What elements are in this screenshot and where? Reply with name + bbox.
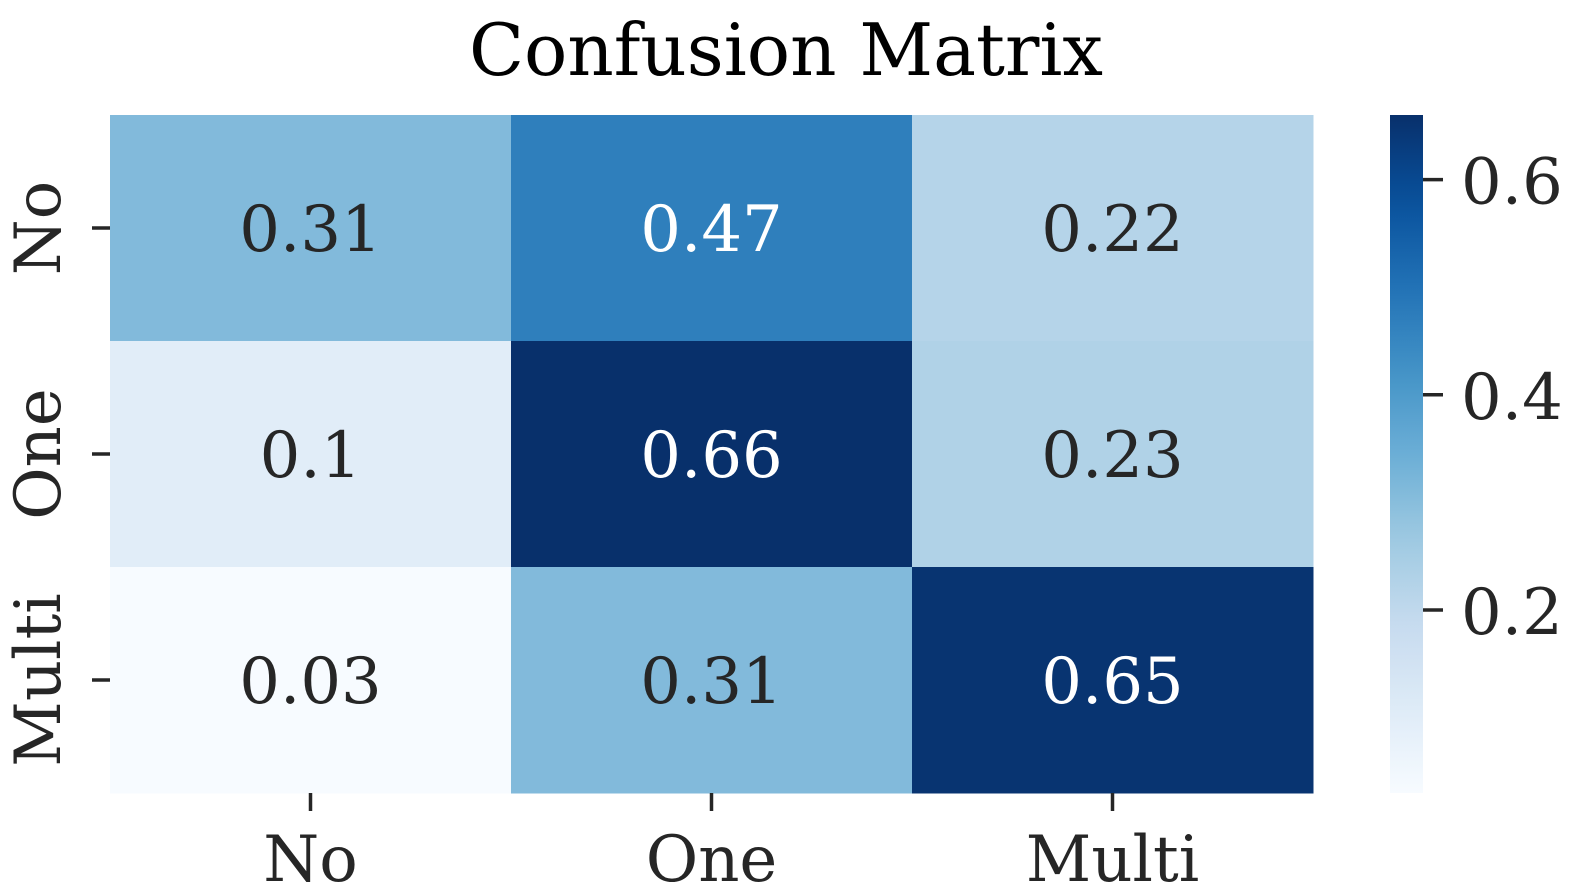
y-tick-label: One	[2, 388, 76, 520]
x-tick-label: Multi	[1026, 823, 1199, 888]
colorbar-tick-label: 0.6	[1461, 146, 1563, 220]
x-tick-label: No	[263, 823, 358, 888]
heatmap-cell	[110, 567, 512, 794]
x-axis: No One Multi	[263, 793, 1199, 888]
heatmap-cell	[511, 341, 913, 568]
heatmap-cell	[912, 341, 1314, 568]
heatmap-cell	[110, 341, 512, 568]
colorbar-gradient	[1390, 115, 1423, 793]
colorbar-tick-label: 0.4	[1461, 361, 1563, 435]
cell-value-labels: 0.31 0.47 0.22 0.1 0.66 0.23 0.03 0.31 0.65	[239, 193, 1184, 719]
heatmap-cell	[912, 115, 1314, 342]
heatmap-cell	[912, 567, 1314, 794]
y-tick-label: No	[2, 181, 76, 276]
x-tick-label: One	[646, 823, 778, 888]
chart-title: Confusion Matrix	[469, 8, 1103, 92]
heatmap-cell	[511, 115, 913, 342]
cell-value-label: 0.31	[239, 193, 382, 267]
heatmap-cell	[511, 567, 913, 794]
y-tick-label: Multi	[2, 593, 76, 766]
colorbar-tick-label: 0.2	[1461, 576, 1563, 650]
cell-value-label: 0.03	[239, 645, 382, 719]
y-axis: No One Multi	[2, 181, 110, 767]
cell-value-label: 0.22	[1041, 193, 1184, 267]
heatmap-cell	[110, 115, 512, 342]
cell-value-label: 0.1	[260, 419, 362, 493]
cell-value-label: 0.47	[640, 193, 783, 267]
cell-value-label: 0.31	[640, 645, 783, 719]
cell-value-label: 0.66	[640, 419, 783, 493]
cell-value-label: 0.65	[1041, 645, 1184, 719]
colorbar: 0.2 0.4 0.6	[1390, 115, 1563, 793]
cell-value-label: 0.23	[1041, 419, 1184, 493]
heatmap-cells	[110, 115, 1314, 794]
